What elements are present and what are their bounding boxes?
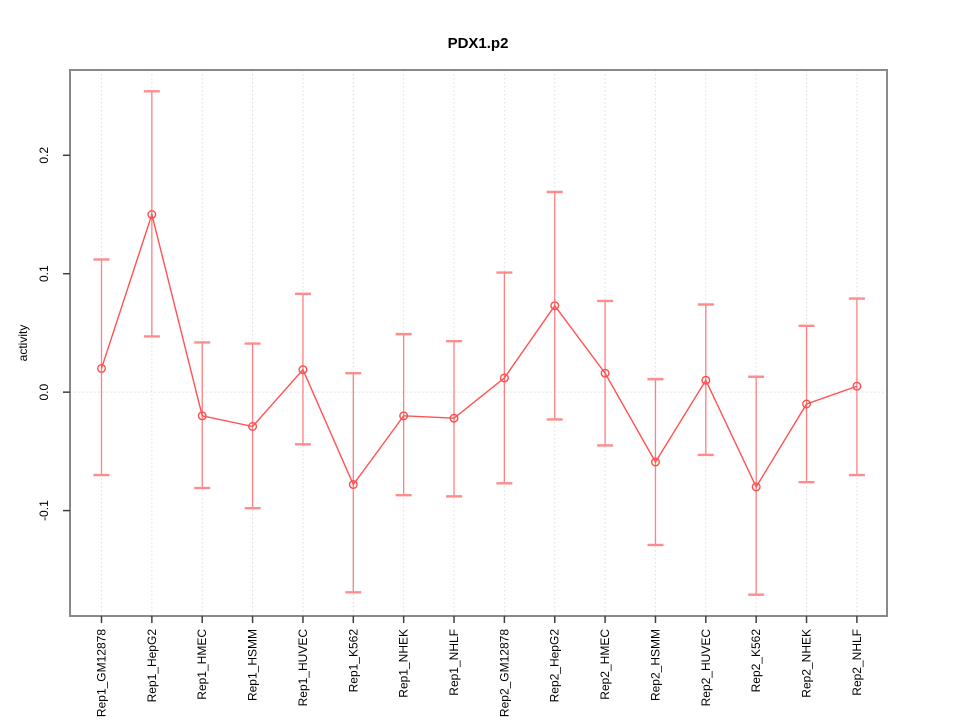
x-tick-label: Rep2_HSMM — [648, 629, 662, 701]
data-point — [147, 209, 157, 219]
data-point — [499, 373, 509, 383]
x-tick-label: Rep1_HMEC — [195, 629, 209, 700]
x-tick-label: Rep2_HMEC — [598, 629, 612, 700]
plot-title: PDX1.p2 — [448, 35, 509, 52]
x-tick-label: Rep1_HepG2 — [145, 629, 159, 703]
x-tick-label: Rep1_HSMM — [246, 629, 260, 701]
data-point — [348, 480, 358, 490]
data-point — [197, 411, 207, 421]
x-tick-label: Rep2_NHLF — [850, 629, 864, 696]
x-tick-label: Rep1_HUVEC — [296, 629, 310, 707]
y-axis-title: activity — [16, 325, 30, 362]
x-tick-label: Rep2_HepG2 — [548, 629, 562, 703]
x-tick-label: Rep1_K562 — [346, 629, 360, 693]
data-point — [96, 363, 106, 373]
x-tick-label: Rep1_GM12878 — [95, 629, 109, 717]
x-tick-label: Rep1_NHEK — [397, 629, 411, 698]
x-tick-label: Rep2_HUVEC — [699, 629, 713, 707]
y-tick-label: 0.2 — [37, 147, 51, 164]
y-tick-label: 0.0 — [37, 383, 51, 400]
data-point — [399, 411, 409, 421]
data-point — [701, 375, 711, 385]
x-tick-label: Rep2_NHEK — [800, 629, 814, 698]
y-tick-label: 0.1 — [37, 265, 51, 282]
x-tick-label: Rep2_K562 — [749, 629, 763, 693]
data-point — [449, 413, 459, 423]
data-point — [600, 368, 610, 378]
data-point — [248, 421, 258, 431]
data-point — [650, 457, 660, 467]
data-point — [298, 365, 308, 375]
data-point — [852, 381, 862, 391]
data-point — [550, 301, 560, 311]
y-tick-label: -0.1 — [37, 500, 51, 521]
plot-area: -0.1 0.0 0.1 0.2 Rep1_GM12878 Rep1_HepG2 Rep1_… — [37, 69, 888, 717]
x-tick-label: Rep2_GM12878 — [497, 629, 511, 717]
data-point — [751, 482, 761, 492]
series-line — [100, 211, 858, 489]
x-tick-label: Rep1_NHLF — [447, 629, 461, 696]
plot-border — [69, 69, 888, 617]
data-point — [802, 399, 812, 409]
